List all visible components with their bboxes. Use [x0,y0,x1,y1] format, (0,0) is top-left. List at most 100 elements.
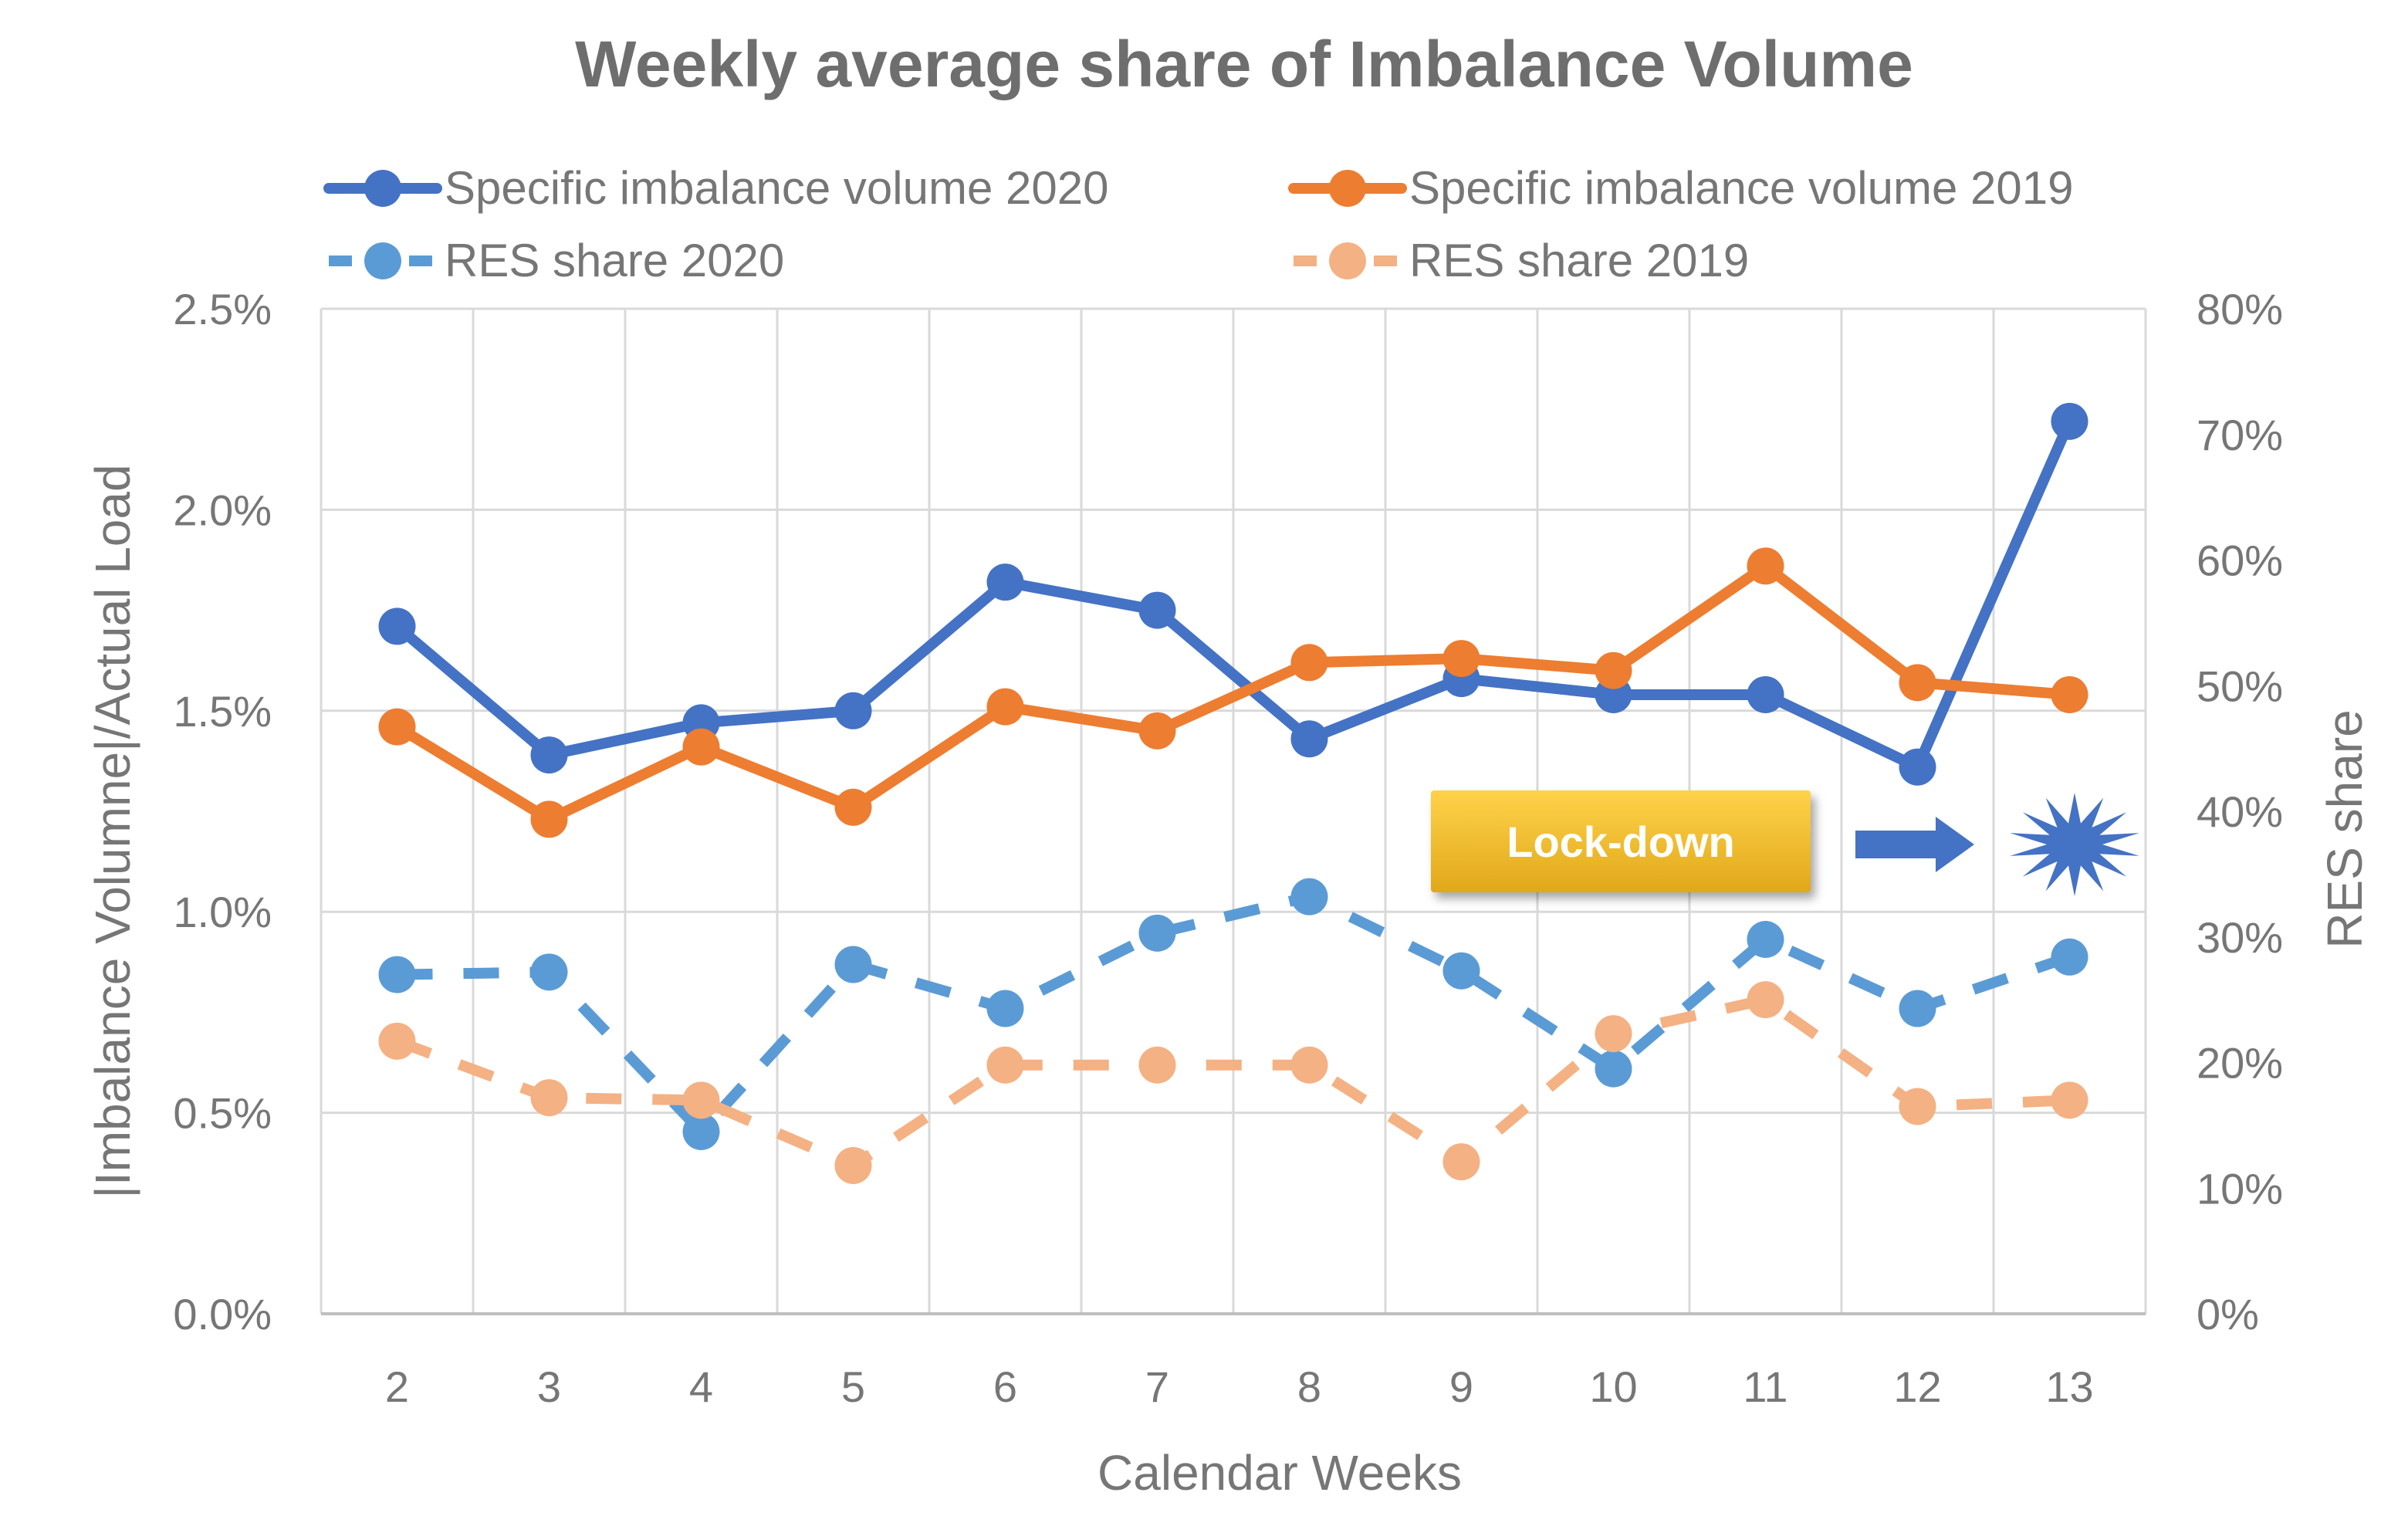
y-right-tick-label: 80% [2197,285,2283,333]
series-line [391,415,2075,773]
x-axis-label: Calendar Weeks [1097,1445,1462,1501]
legend-marker [364,170,401,207]
data-point [530,953,568,991]
x-tick-label: 11 [1743,1362,1787,1411]
legend-item: Specific imbalance volume 2019 [1288,162,2073,214]
legend-item: Specific imbalance volume 2020 [323,162,1108,214]
legend-label: Specific imbalance volume 2019 [1409,162,2073,214]
data-point [1442,640,1480,678]
data-point [1138,712,1176,750]
data-point [1442,1143,1480,1181]
data-point [2051,402,2088,440]
y-right-tick-label: 40% [2197,787,2283,836]
x-tick-label: 9 [1449,1362,1473,1411]
series-line [391,560,2075,825]
data-point [1595,651,1632,689]
data-point [986,990,1024,1027]
data-point [2051,675,2088,713]
axes: 0.0% 0.5% 1.0% 1.5% 2.0% 2.5% 0% 10% 20% 30% 40% 50… [173,285,2283,1411]
data-point [378,1022,416,1060]
y-left-tick-label: 2.5% [173,285,272,333]
data-point [1747,547,1784,585]
y-axis-left-label: |Imbalance Volumne|/Actual Load [85,464,140,1198]
data-point [986,688,1024,726]
legend-label: Specific imbalance volume 2020 [445,162,1108,214]
data-point [530,1079,568,1117]
data-point [2051,938,2088,976]
y-right-tick-label: 10% [2197,1164,2283,1213]
y-right-tick-label: 70% [2197,411,2283,459]
data-point [1899,748,1936,786]
y-right-tick-label: 20% [2197,1039,2283,1088]
data-point [1138,1046,1176,1084]
legend-marker [1329,170,1366,207]
legend-label: RES share 2020 [445,235,784,286]
data-point [1290,644,1328,682]
data-point [834,946,872,983]
x-tick-label: 5 [841,1362,865,1411]
data-point [682,728,720,766]
burst-icon [2010,792,2139,897]
y-left-tick-label: 0.5% [173,1089,272,1138]
data-point [1747,921,1784,959]
y-right-tick-label: 50% [2197,662,2283,710]
lockdown-annotation: Lock-down [1431,790,2139,897]
y-left-tick-label: 1.5% [173,687,272,736]
data-point [378,956,416,993]
arrow-right-icon [1855,817,1974,872]
y-left-tick-label: 2.0% [173,486,272,534]
x-tick-label: 12 [1893,1362,1941,1411]
legend-item: RES share 2019 [1294,235,1749,286]
x-tick-label: 6 [993,1362,1017,1411]
data-point [1595,1015,1632,1053]
x-tick-label: 10 [1589,1362,1637,1411]
y-right-tick-label: 60% [2197,536,2283,585]
data-point [986,1046,1024,1084]
data-point [1290,1046,1328,1084]
legend-marker [1329,242,1366,279]
data-point [1899,664,1936,702]
grid [320,307,2147,1315]
series-line [395,994,2070,1171]
y-right-tick-label: 30% [2197,913,2283,962]
chart-title: Weekly average share of Imbalance Volume [575,28,1913,100]
series-specific-imbalance-volume-2019 [378,547,2088,838]
y-left-tick-label: 0.0% [173,1290,272,1338]
y-left-tick-label: 1.0% [173,888,272,936]
y-right-tick-label: 0% [2197,1290,2259,1338]
data-point [530,736,568,774]
data-point [1747,981,1784,1019]
data-point [682,1113,720,1151]
y-axis-right-label: RES share [2317,709,2372,948]
x-tick-label: 3 [537,1362,561,1411]
data-point [1595,1050,1632,1088]
data-point [986,563,1024,601]
x-tick-label: 4 [689,1362,713,1411]
x-tick-label: 2 [385,1362,409,1411]
data-point [1442,952,1480,990]
lockdown-label: Lock-down [1507,817,1735,866]
legend-marker [364,242,401,279]
series [378,402,2088,1184]
data-point [834,788,872,826]
data-point [530,800,568,838]
x-tick-label: 13 [2045,1362,2093,1411]
x-tick-label: 8 [1297,1362,1321,1411]
data-point [1899,990,1936,1027]
data-point [2051,1081,2088,1119]
data-point [834,692,872,729]
data-point [378,708,416,746]
data-point [378,607,416,645]
data-point [1290,878,1328,915]
legend: Specific imbalance volume 2020 Specific i… [323,162,2073,286]
data-point [1899,1088,1936,1125]
x-tick-label: 7 [1145,1362,1169,1411]
legend-item: RES share 2020 [329,235,784,286]
data-point [1138,914,1176,952]
legend-label: RES share 2019 [1409,235,1749,286]
lockdown-box [1431,790,1811,892]
series-res-share-2019 [378,981,2088,1184]
data-point [682,1081,720,1119]
